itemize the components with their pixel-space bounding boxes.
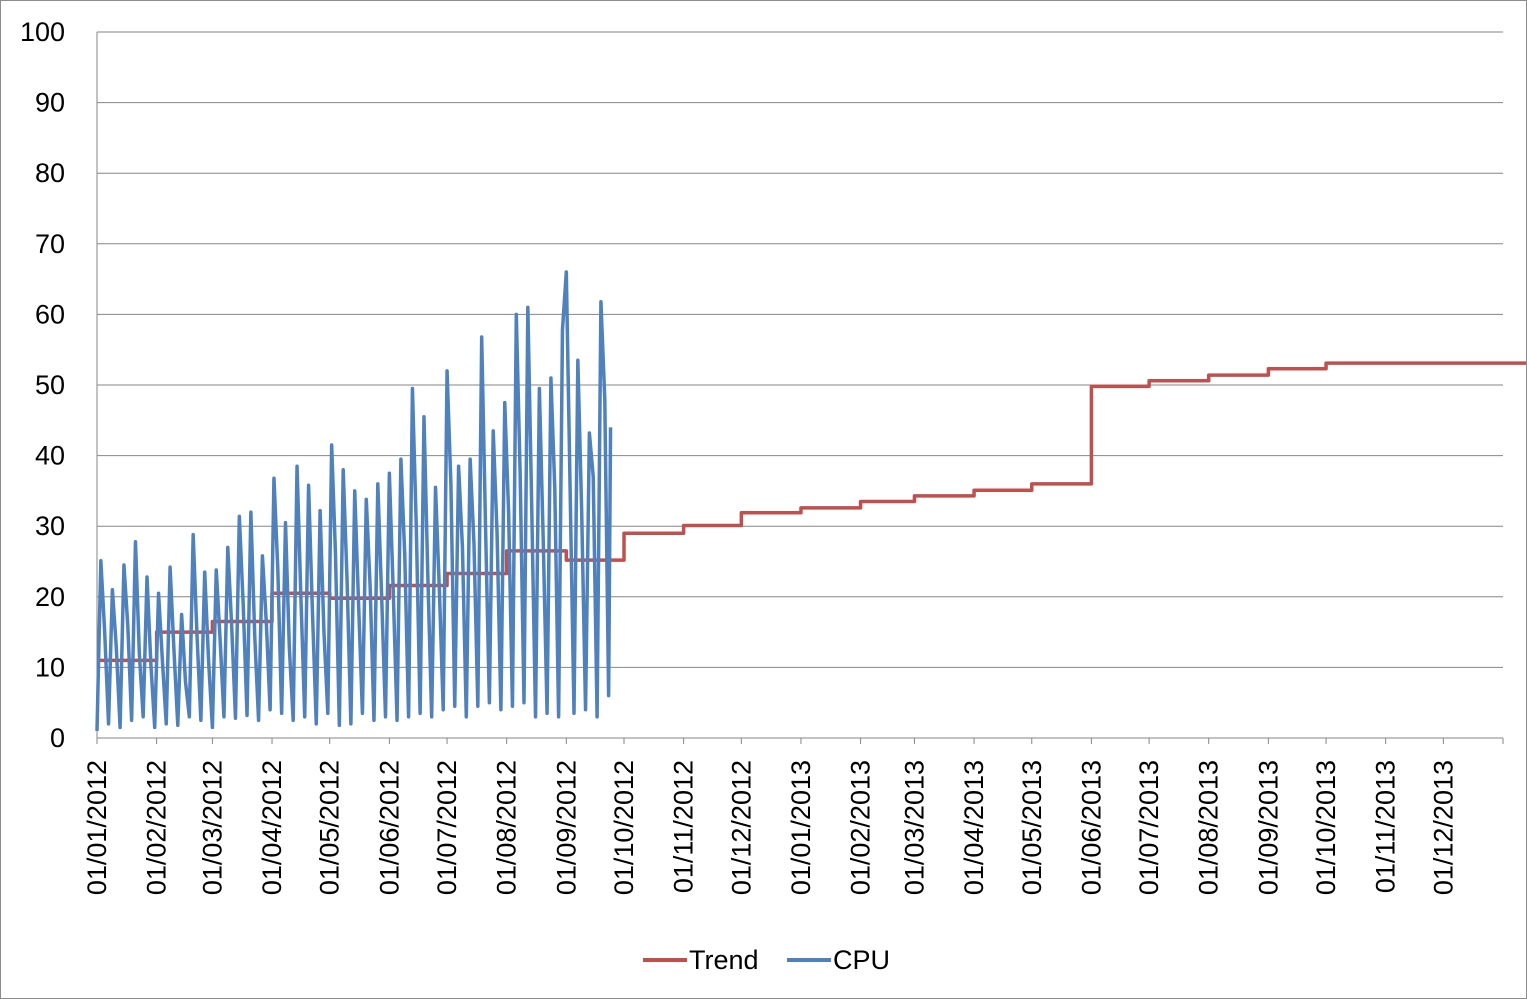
x-tick-label: 01/05/2013 (1017, 760, 1047, 895)
x-tick-label: 01/06/2013 (1076, 760, 1106, 895)
x-tick-label: 01/07/2013 (1134, 760, 1164, 895)
y-axis-ticks: 0 10 20 30 40 50 60 70 80 90 100 (20, 17, 65, 753)
x-tick-label: 01/03/2013 (899, 760, 929, 895)
legend: Trend CPU (643, 945, 890, 975)
x-tick-label: 01/06/2012 (374, 760, 404, 895)
x-tick-label: 01/08/2013 (1194, 760, 1224, 895)
y-tick-label: 20 (35, 582, 65, 612)
x-tick-label: 01/11/2013 (1371, 760, 1401, 893)
x-tick-label: 01/02/2012 (142, 760, 172, 895)
y-tick-label: 80 (35, 158, 65, 188)
x-tick-label: 01/02/2013 (846, 760, 876, 895)
y-tick-label: 0 (50, 723, 65, 753)
x-tick-label: 01/10/2012 (609, 760, 639, 895)
x-tick-label: 01/11/2012 (669, 760, 699, 893)
x-tick-label: 01/04/2012 (257, 760, 287, 895)
y-tick-label: 90 (35, 88, 65, 118)
y-tick-label: 60 (35, 299, 65, 329)
legend-label-trend: Trend (689, 945, 759, 975)
x-tick-label: 01/04/2013 (959, 760, 989, 895)
legend-label-cpu: CPU (833, 945, 890, 975)
x-tick-label: 01/09/2013 (1253, 760, 1283, 895)
x-tick-label: 01/01/2012 (82, 760, 112, 895)
x-tick-label: 01/08/2012 (492, 760, 522, 895)
y-tick-label: 30 (35, 511, 65, 541)
y-tick-label: 70 (35, 229, 65, 259)
x-tick-label: 01/05/2012 (315, 760, 345, 895)
y-tick-label: 100 (20, 17, 65, 47)
x-tick-label: 01/12/2013 (1428, 760, 1458, 895)
x-tick-label: 01/12/2012 (726, 760, 756, 895)
x-tick-label: 01/10/2013 (1311, 760, 1341, 895)
x-tick-label: 01/07/2012 (432, 760, 462, 895)
series-line-cpu (95, 270, 613, 731)
y-tick-label: 10 (35, 652, 65, 682)
series-layer (95, 270, 1526, 731)
x-tick-label: 01/03/2012 (197, 760, 227, 895)
x-tick-label: 01/01/2013 (786, 760, 816, 895)
x-tick-label: 01/09/2012 (551, 760, 581, 895)
x-axis: 01/01/2012 01/02/2012 01/03/2012 01/04/2012… (82, 737, 1504, 895)
y-tick-label: 40 (35, 441, 65, 471)
y-tick-label: 50 (35, 370, 65, 400)
gridlines (96, 31, 1503, 738)
